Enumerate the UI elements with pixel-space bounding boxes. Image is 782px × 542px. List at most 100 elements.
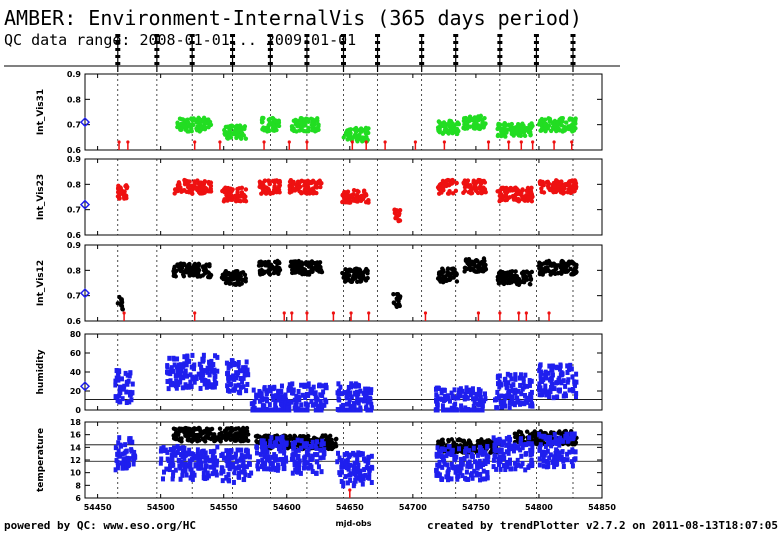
data-point — [181, 269, 186, 275]
data-point — [131, 457, 136, 463]
data-point — [494, 466, 499, 472]
data-point — [255, 407, 260, 413]
data-point — [508, 122, 514, 127]
data-point — [362, 467, 367, 473]
data-point — [571, 271, 577, 277]
data-point — [122, 383, 127, 389]
data-point — [302, 183, 307, 188]
data-point — [275, 467, 280, 473]
data-point — [436, 386, 441, 392]
data-point — [292, 405, 297, 411]
night-marker-glyph — [453, 34, 459, 37]
data-point — [446, 471, 451, 477]
data-point — [511, 197, 517, 202]
data-point — [518, 192, 523, 197]
data-point — [367, 475, 372, 481]
data-point — [187, 358, 192, 364]
data-point — [543, 387, 548, 393]
data-point — [556, 377, 561, 383]
x-tick-label: 54850 — [588, 503, 616, 512]
flag-mark-head — [331, 311, 336, 315]
data-point — [188, 466, 193, 472]
data-point — [277, 394, 282, 400]
data-point — [467, 448, 472, 454]
data-point — [273, 402, 278, 408]
y-tick-label: 0.9 — [67, 70, 82, 79]
data-point — [483, 461, 488, 467]
data-point — [194, 376, 199, 382]
data-point — [276, 397, 281, 403]
flag-mark-head — [290, 311, 294, 315]
data-point — [265, 466, 270, 472]
data-point — [113, 394, 118, 400]
data-point — [572, 265, 578, 271]
data-point — [184, 189, 189, 195]
data-point — [507, 400, 512, 406]
data-point — [470, 396, 475, 402]
data-point — [349, 394, 354, 400]
data-point — [568, 362, 573, 368]
data-point — [448, 121, 453, 126]
data-point — [301, 269, 307, 274]
data-point — [327, 442, 332, 448]
data-point — [538, 442, 543, 448]
flag-mark-head — [218, 140, 222, 144]
data-point — [291, 443, 296, 449]
data-point — [309, 444, 314, 450]
data-point — [222, 132, 228, 137]
data-point — [509, 376, 514, 382]
data-point — [537, 447, 542, 453]
data-point — [480, 398, 485, 404]
data-point — [264, 191, 269, 196]
data-point — [568, 266, 573, 272]
data-point — [541, 449, 546, 455]
x-axis-label: mjd-obs — [335, 519, 371, 528]
data-point — [552, 432, 557, 438]
data-point — [538, 128, 543, 133]
data-point — [574, 394, 579, 400]
data-point — [505, 371, 510, 377]
data-point — [283, 441, 288, 447]
data-point — [440, 464, 445, 470]
data-point — [346, 132, 351, 137]
data-point — [500, 185, 506, 191]
data-point — [300, 392, 305, 398]
data-point — [206, 274, 211, 280]
data-point — [454, 279, 460, 284]
data-point — [175, 120, 180, 125]
data-point — [498, 466, 503, 472]
data-point — [443, 447, 448, 453]
data-point — [318, 455, 323, 461]
data-point — [540, 388, 545, 394]
data-point — [356, 397, 361, 403]
data-point — [445, 393, 450, 399]
data-point — [543, 128, 548, 134]
data-point — [264, 388, 269, 394]
data-point — [311, 384, 316, 390]
data-point — [205, 365, 210, 371]
data-point — [560, 449, 565, 455]
data-point — [312, 129, 318, 134]
data-point — [307, 180, 313, 185]
data-point — [118, 453, 123, 459]
data-point — [464, 442, 469, 448]
flag-mark-head — [193, 311, 197, 315]
y-tick-label: 12 — [70, 456, 81, 465]
data-point — [243, 472, 248, 478]
data-point — [449, 390, 454, 396]
data-point — [480, 117, 485, 123]
data-point — [115, 465, 120, 471]
data-point — [356, 400, 361, 406]
data-point — [558, 264, 563, 270]
data-point — [117, 189, 122, 195]
data-point — [296, 394, 301, 400]
data-point — [503, 403, 508, 409]
data-point — [522, 384, 527, 390]
data-point — [295, 437, 300, 443]
data-point — [127, 399, 132, 405]
data-point — [540, 269, 546, 274]
data-point — [517, 123, 523, 128]
night-marker-glyph — [115, 62, 121, 65]
data-point — [465, 395, 470, 401]
data-point — [391, 300, 397, 305]
